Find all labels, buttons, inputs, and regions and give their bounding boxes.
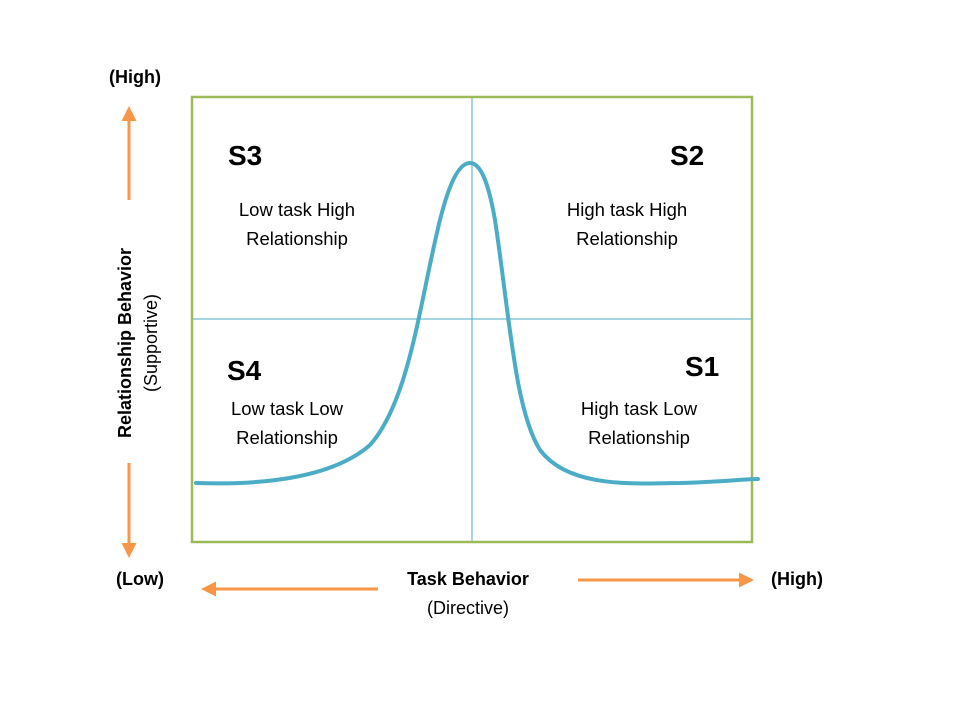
quadrant-s4-line2: Relationship	[236, 427, 338, 448]
quadrant-s1-line2: Relationship	[588, 427, 690, 448]
quadrant-s4-line1: Low task Low	[230, 398, 344, 419]
quadrant-s1-description: High task Low Relationship	[581, 394, 697, 452]
quadrant-s4-code: S4	[227, 355, 262, 386]
quadrant-s3-line2: Relationship	[246, 228, 348, 249]
quadrant-s2-code: S2	[670, 140, 705, 171]
quadrant-s1-code: S1	[685, 351, 720, 382]
quadrant-s3-code: S3	[228, 140, 263, 171]
quadrant-s2-description: High task High Relationship	[567, 195, 687, 253]
quadrant-s2-line2: Relationship	[576, 228, 678, 249]
x-axis-title: Task Behavior	[407, 569, 529, 589]
x-axis-high-label: (High)	[771, 569, 823, 589]
y-axis-high-label: (High)	[109, 67, 161, 87]
quadrant-s3-line1: Low task High	[238, 199, 356, 220]
grid-frame	[190, 95, 754, 544]
y-axis-title: Relationship Behavior	[115, 247, 135, 439]
quadrant-s4-description: Low task Low Relationship	[231, 394, 343, 452]
leadership-curve	[194, 160, 760, 486]
quadrant-s2-line1: High task High	[566, 199, 688, 220]
y-axis-subtitle: (Supportive)	[141, 293, 161, 393]
x-axis-subtitle: (Directive)	[426, 598, 510, 618]
y-axis-label: Relationship Behavior (Supportive)	[112, 248, 164, 438]
x-axis-label: Task Behavior (Directive)	[407, 565, 529, 623]
quadrant-s3-description: Low task High Relationship	[239, 195, 355, 253]
x-axis-low-label: (Low)	[116, 569, 164, 589]
quadrant-s1-line1: High task Low	[580, 398, 698, 419]
